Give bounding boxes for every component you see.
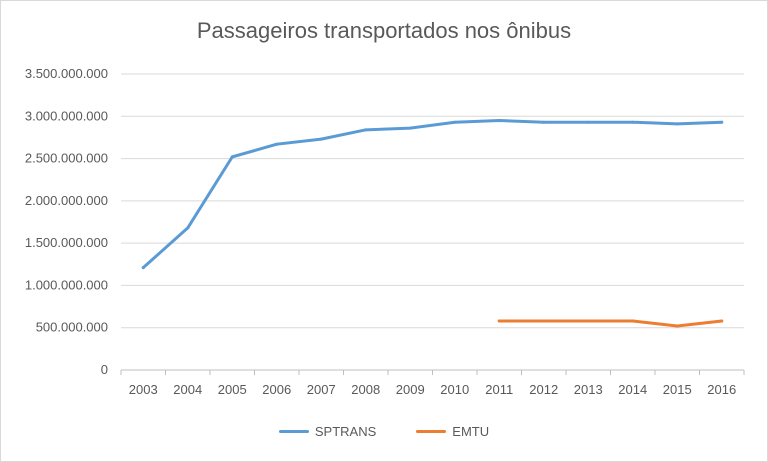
data-point-sptrans <box>675 122 679 126</box>
data-point-sptrans <box>141 266 145 270</box>
legend-label-emtu: EMTU <box>452 424 490 439</box>
data-point-sptrans <box>408 126 412 130</box>
x-tick-label: 2007 <box>307 382 336 397</box>
data-point-sptrans <box>230 155 234 159</box>
y-tick-label: 500.000.000 <box>36 320 108 335</box>
data-point-emtu <box>631 319 635 323</box>
data-point-sptrans <box>319 137 323 141</box>
chart-legend: SPTRANS EMTU <box>0 424 768 439</box>
data-point-sptrans <box>453 120 457 124</box>
legend-swatch-sptrans <box>278 430 309 433</box>
x-tick-label: 2004 <box>173 382 202 397</box>
x-tick-label: 2012 <box>529 382 558 397</box>
x-tick-label: 2011 <box>485 382 513 397</box>
x-tick-label: 2016 <box>707 382 736 397</box>
y-tick-label: 1.500.000.000 <box>25 235 108 250</box>
x-tick-label: 2010 <box>440 382 469 397</box>
x-tick-label: 2014 <box>618 382 647 397</box>
legend-item-sptrans: SPTRANS <box>278 424 377 439</box>
y-tick-label: 3.500.000.000 <box>25 66 108 81</box>
data-point-sptrans <box>275 142 279 146</box>
data-point-sptrans <box>720 120 724 124</box>
data-point-sptrans <box>497 119 501 123</box>
legend-item-emtu: EMTU <box>416 424 489 439</box>
x-tick-label: 2008 <box>351 382 380 397</box>
chart-title: Passageiros transportados nos ônibus <box>196 18 572 43</box>
x-tick-label: 2003 <box>129 382 158 397</box>
data-point-sptrans <box>364 128 368 132</box>
data-point-sptrans <box>542 120 546 124</box>
y-tick-label: 1.000.000.000 <box>25 277 108 292</box>
legend-swatch-emtu <box>416 430 447 433</box>
y-tick-label: 2.000.000.000 <box>25 193 108 208</box>
x-tick-label: 2013 <box>574 382 603 397</box>
data-point-sptrans <box>186 226 190 230</box>
legend-label-sptrans: SPTRANS <box>314 424 377 439</box>
x-tick-label: 2005 <box>218 382 247 397</box>
x-tick-label: 2015 <box>663 382 692 397</box>
data-point-emtu <box>720 319 724 323</box>
x-tick-label: 2006 <box>262 382 291 397</box>
data-point-emtu <box>586 319 590 323</box>
series-line-emtu <box>497 319 724 328</box>
data-point-emtu <box>675 324 679 328</box>
data-point-sptrans <box>586 120 590 124</box>
data-point-emtu <box>497 319 501 323</box>
data-point-emtu <box>542 319 546 323</box>
series-line-sptrans <box>141 119 724 270</box>
y-tick-label: 3.000.000.000 <box>25 108 108 123</box>
data-point-sptrans <box>631 120 635 124</box>
y-tick-label: 2.500.000.000 <box>25 151 108 166</box>
y-tick-label: 0 <box>101 362 108 377</box>
x-tick-label: 2009 <box>396 382 425 397</box>
